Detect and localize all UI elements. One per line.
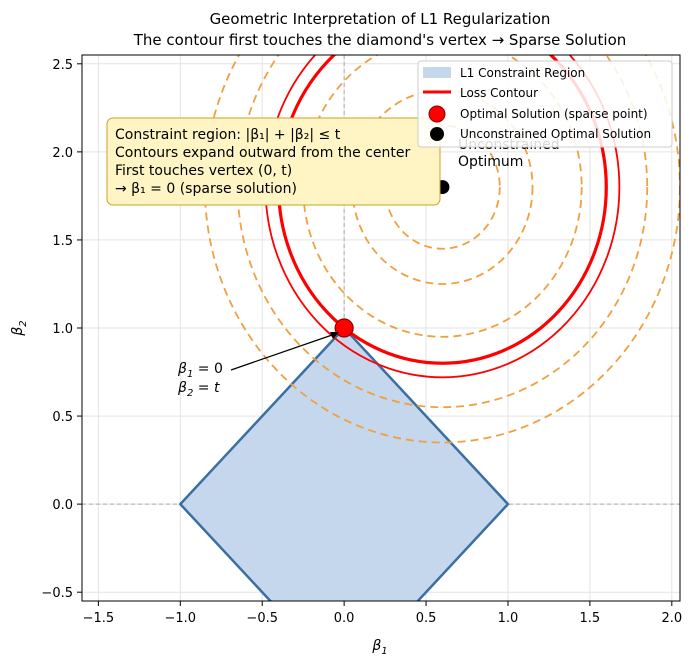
annotation-arrow-line — [230, 333, 336, 371]
y-tick-label: 0.5 — [52, 410, 73, 425]
constraint-region-diamond — [178, 326, 510, 601]
x-tick-label: −1.5 — [83, 611, 115, 626]
x-tick-label: 1.5 — [580, 611, 601, 626]
info-box-line: Constraint region: |β₁| + |β₂| ≤ t — [115, 127, 341, 143]
optimal-solution-point — [334, 318, 354, 338]
y-tick-label: 1.5 — [52, 234, 73, 249]
legend-label: Optimal Solution (sparse point) — [460, 107, 648, 121]
x-tick-label: 2.0 — [661, 611, 682, 626]
x-tick-label: 0.5 — [416, 611, 437, 626]
x-tick-label: −0.5 — [246, 611, 278, 626]
x-axis-label: β1 — [371, 638, 387, 657]
info-box-line: Contours expand outward from the center — [115, 145, 411, 161]
chart-subtitle: The contour first touches the diamond's … — [133, 31, 627, 49]
legend-swatch-constraint — [423, 67, 451, 78]
x-tick-label: 1.0 — [498, 611, 519, 626]
annotation-line2: β2 = t — [177, 380, 220, 399]
legend-box — [417, 60, 673, 148]
unconstrained-label-line2: Optimum — [458, 154, 523, 170]
chart-title: Geometric Interpretation of L1 Regulariz… — [210, 10, 551, 28]
legend-marker-optimal — [428, 105, 446, 123]
y-tick-label: 1.0 — [52, 322, 73, 337]
info-box-background — [106, 117, 441, 206]
info-box-line: → β₁ = 0 (sparse solution) — [115, 181, 297, 197]
x-tick-label: 0.0 — [334, 611, 355, 626]
info-box: Constraint region: |β₁| + |β₂| ≤ t Conto… — [106, 117, 441, 206]
y-tick-label: 0.0 — [52, 498, 73, 513]
y-tick-label: 2.0 — [52, 146, 73, 161]
legend-label: L1 Constraint Region — [460, 66, 585, 80]
y-tick-label: 2.5 — [52, 58, 73, 73]
y-tick-label: −0.5 — [41, 586, 73, 601]
loss-contour-dashed — [302, 55, 583, 338]
legend: L1 Constraint Region Loss Contour Optima… — [417, 60, 673, 148]
x-tick-label: −1.0 — [165, 611, 197, 626]
legend-marker-unconstrained — [430, 127, 444, 141]
info-box-line: First touches vertex (0, t) — [115, 163, 292, 179]
vertex-annotation: β1 = 0 β2 = t — [177, 332, 339, 399]
y-axis-label: β2 — [10, 320, 29, 336]
legend-label: Unconstrained Optimal Solution — [460, 127, 651, 141]
annotation-arrowhead — [330, 332, 339, 339]
legend-label: Loss Contour — [460, 86, 538, 100]
axis-ticks: −1.5 −1.0 −0.5 0.0 0.5 1.0 1.5 2.0 −0.5 0.0 0.5 1.0… — [41, 58, 682, 626]
annotation-line1: β1 = 0 — [177, 361, 223, 380]
